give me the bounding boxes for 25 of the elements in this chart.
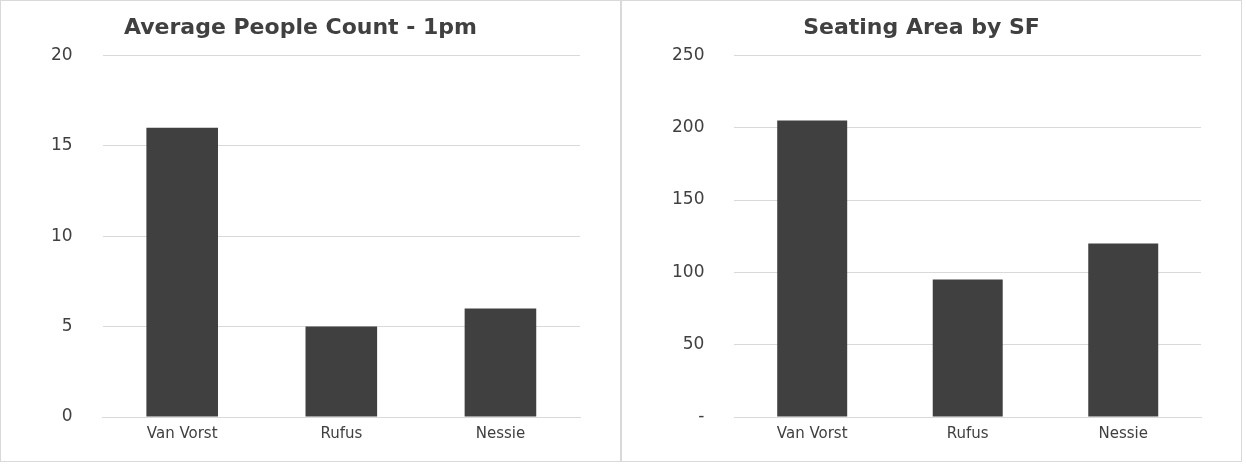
y-tick-label: 0: [61, 405, 73, 426]
y-tick-label: 100: [671, 260, 705, 281]
y-tick-label: 15: [50, 134, 73, 155]
y-tick-label: 250: [671, 43, 705, 64]
y-tick-label: 10: [50, 224, 73, 245]
y-tick-label: 20: [50, 43, 73, 64]
x-tick-label: Nessie: [475, 423, 526, 442]
x-tick-label: Rufus: [320, 423, 363, 442]
bar: [777, 120, 848, 417]
y-tick-label: 200: [671, 116, 705, 137]
y-tick-label: 50: [682, 333, 705, 354]
bar: [932, 279, 1003, 417]
y-tick-label: 150: [671, 188, 705, 209]
x-tick-label: Rufus: [946, 423, 989, 442]
chart-title: Seating Area by SF: [803, 13, 1040, 39]
y-tick-label: 5: [61, 315, 73, 336]
x-tick-label: Van Vorst: [776, 423, 848, 442]
chart-title: Average People Count - 1pm: [123, 13, 478, 39]
bar: [146, 127, 218, 417]
bar: [1088, 243, 1159, 417]
y-tick-label: -: [698, 405, 705, 426]
bar: [464, 308, 537, 417]
bar: [305, 326, 378, 417]
x-tick-label: Van Vorst: [146, 423, 218, 442]
x-tick-label: Nessie: [1098, 423, 1148, 442]
